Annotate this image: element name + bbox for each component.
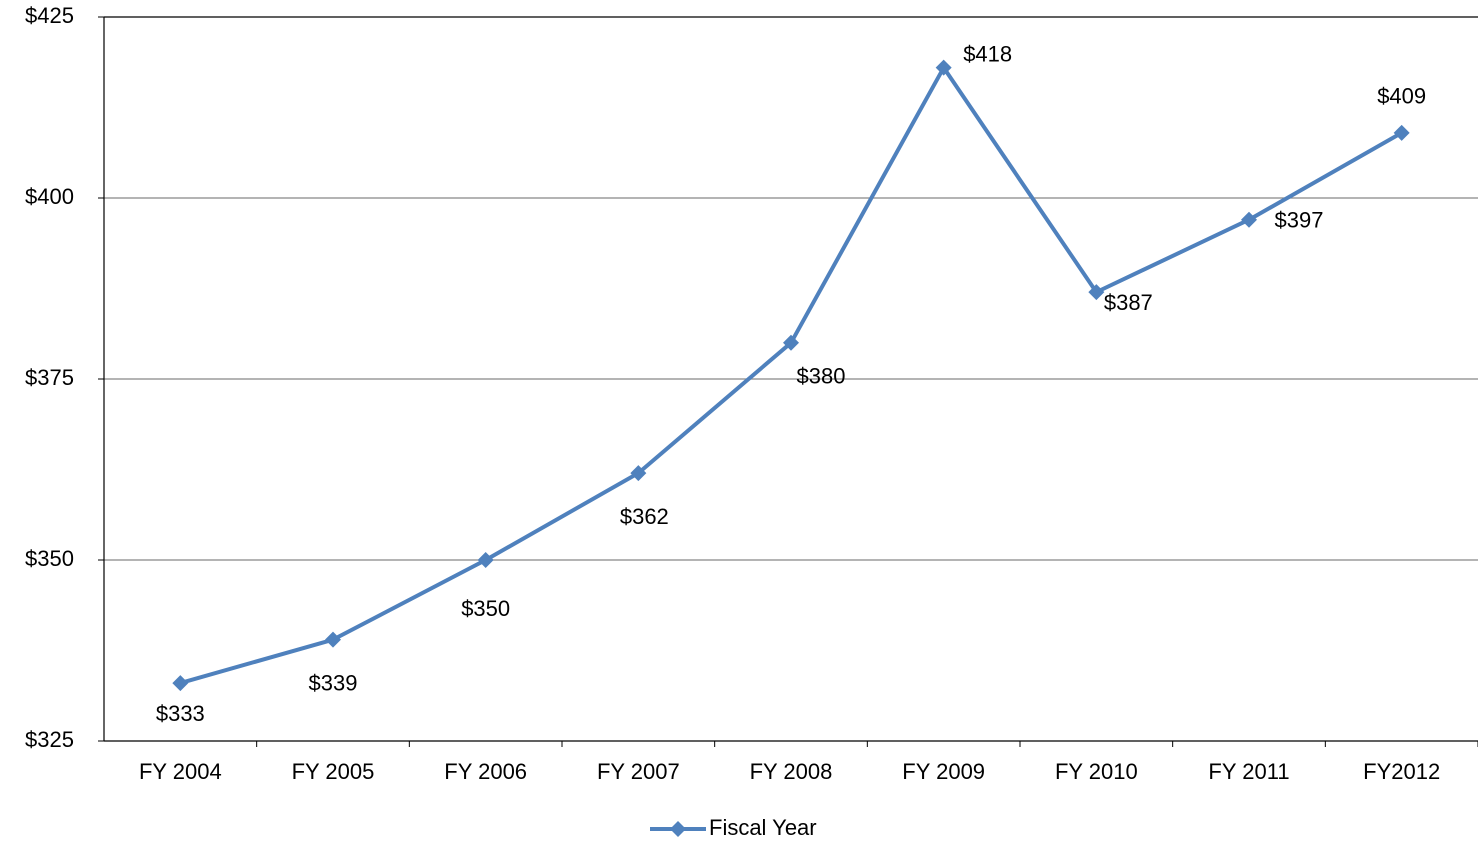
x-tick-label: FY 2009: [902, 759, 985, 784]
data-label: $362: [620, 504, 669, 529]
y-tick-label: $375: [25, 365, 74, 390]
data-point: [1241, 211, 1257, 228]
x-tick-label: FY 2004: [139, 759, 222, 784]
data-point: [477, 552, 494, 568]
data-label: $387: [1104, 290, 1153, 315]
data-label: $333: [156, 701, 205, 726]
x-tick-label: FY 2008: [750, 759, 833, 784]
data-point: [630, 465, 647, 482]
data-point: [172, 675, 189, 692]
y-tick-label: $425: [25, 3, 74, 28]
data-label: $380: [797, 364, 846, 389]
data-label: $350: [461, 596, 510, 621]
data-point: [1088, 284, 1105, 301]
data-label: $418: [963, 41, 1012, 66]
y-tick-label: $400: [25, 184, 74, 209]
data-point: [325, 631, 341, 648]
x-tick-label: FY2012: [1363, 759, 1440, 784]
legend-label: Fiscal Year: [709, 815, 817, 840]
data-label: $397: [1275, 208, 1324, 233]
x-tick-label: FY 2006: [444, 759, 527, 784]
x-tick-label: FY 2007: [597, 759, 680, 784]
series-line: [179, 65, 1403, 686]
data-point: [783, 334, 799, 351]
data-label: $339: [309, 670, 358, 695]
data-point: [1393, 124, 1410, 141]
x-tick-label: FY 2010: [1055, 759, 1138, 784]
x-tick-label: FY 2011: [1208, 759, 1289, 784]
legend-marker: [670, 821, 686, 837]
data-point: [935, 59, 952, 76]
x-tick-label: FY 2005: [292, 759, 375, 784]
y-tick-label: $350: [25, 546, 74, 571]
y-tick-label: $325: [25, 727, 74, 752]
data-label: $409: [1377, 84, 1426, 109]
